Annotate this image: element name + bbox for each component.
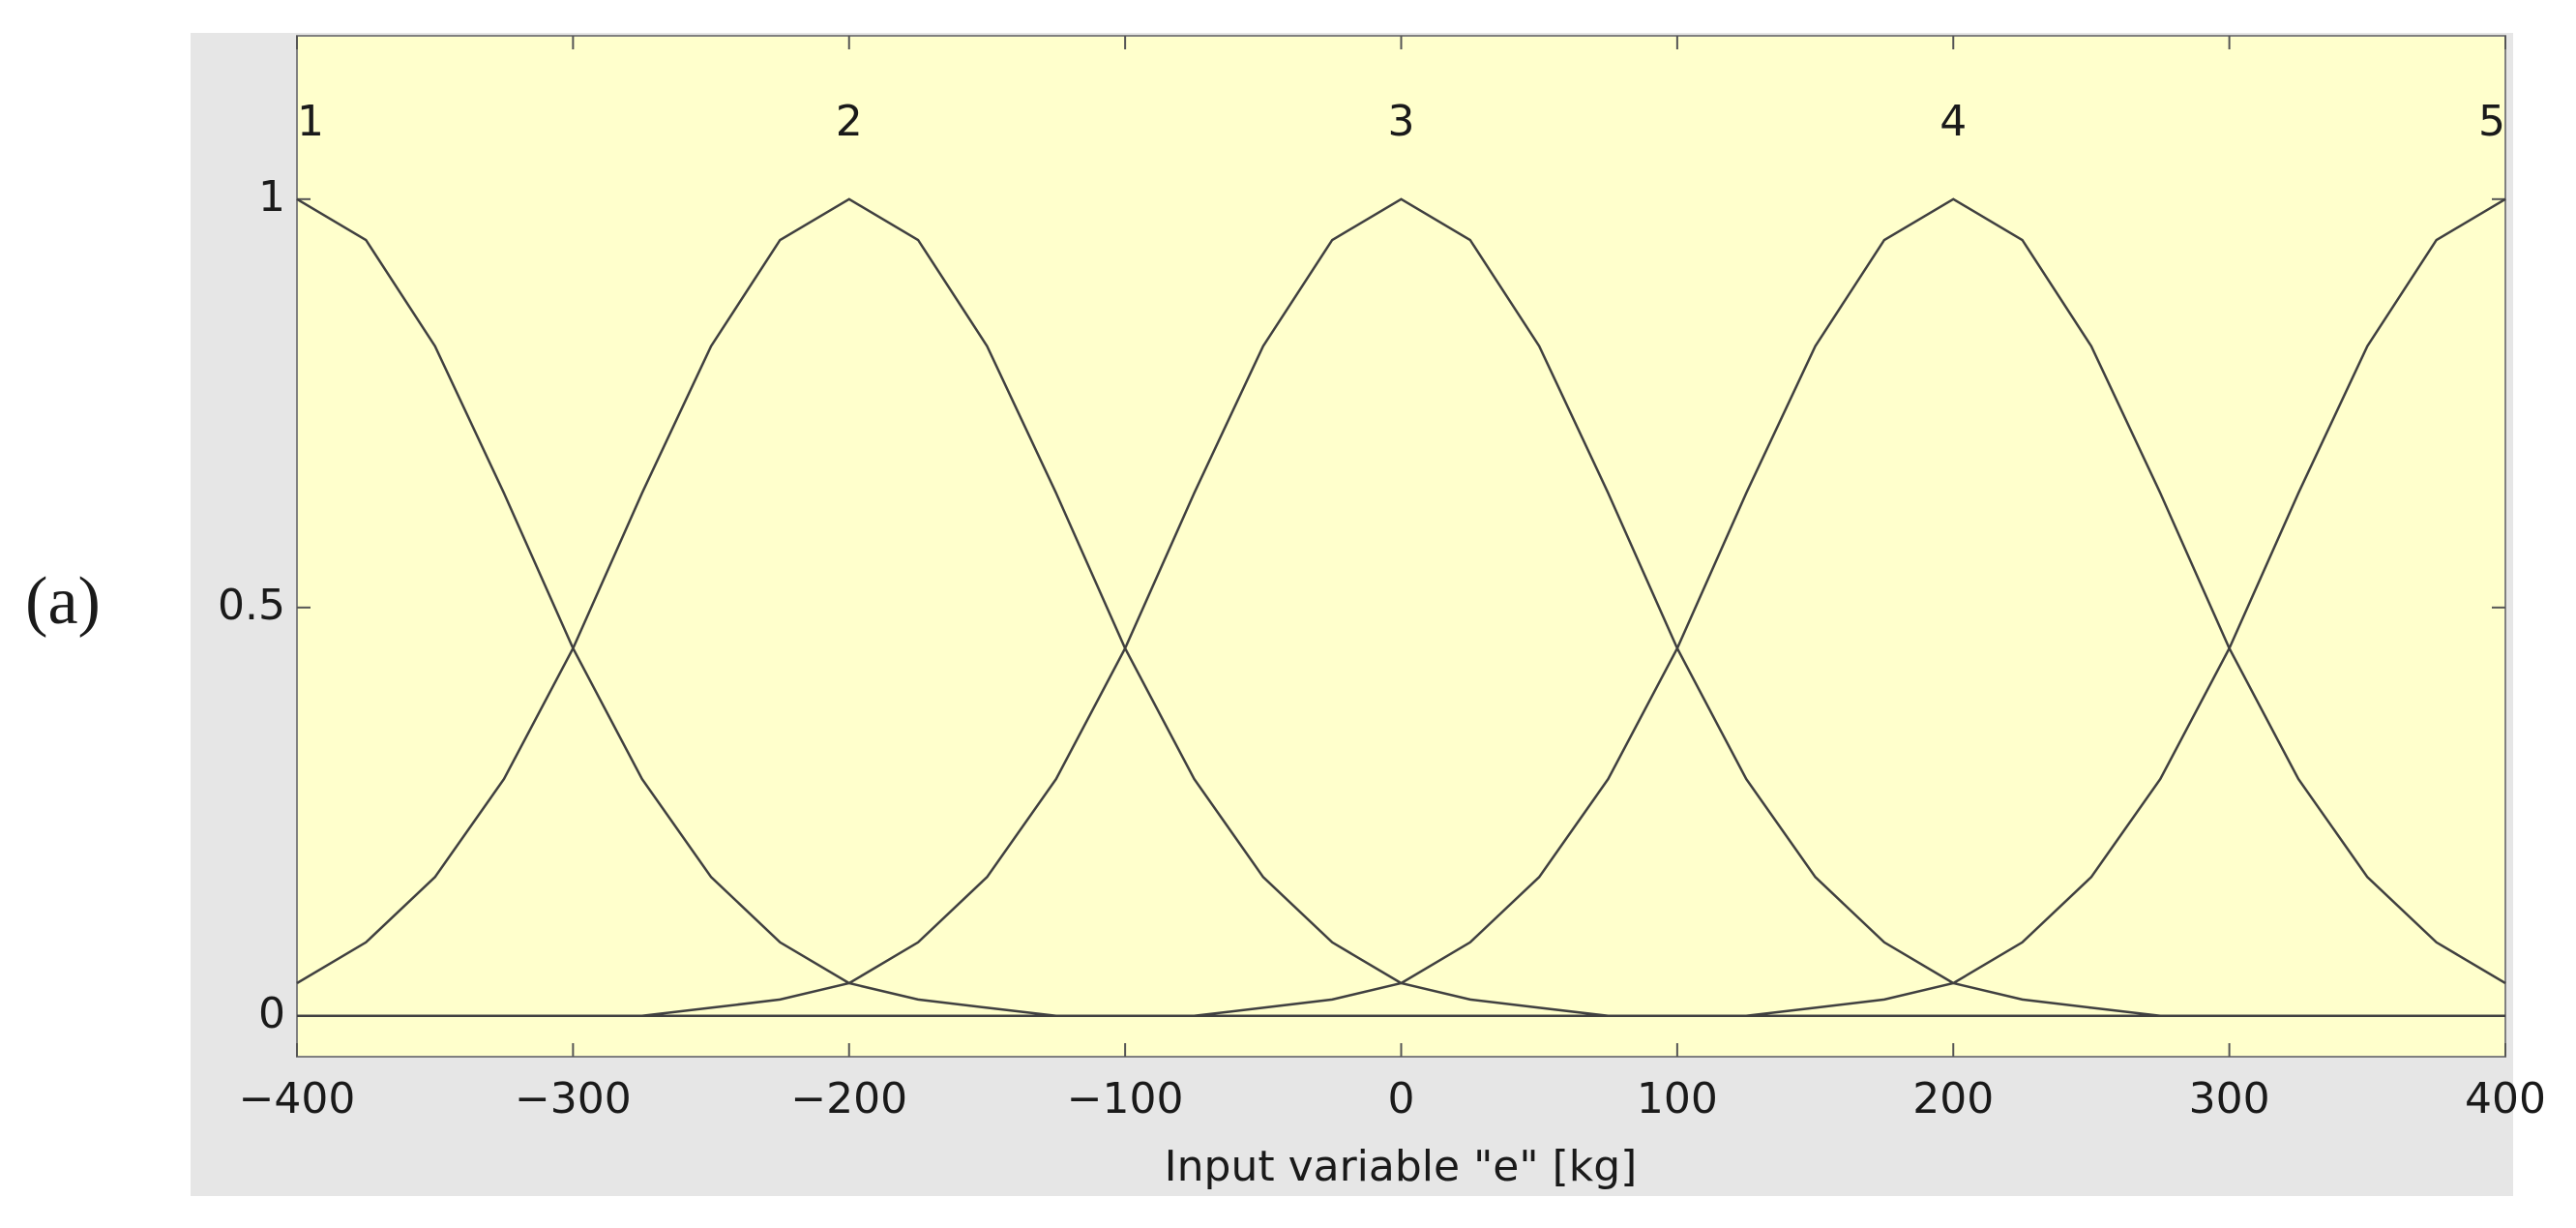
membership-curve (297, 197, 2506, 1018)
y-tick-label: 1 (258, 172, 285, 222)
x-tick-label: 0 (1388, 1074, 1415, 1123)
y-tick-label: 0 (258, 989, 285, 1038)
x-tick-label: −100 (1067, 1074, 1184, 1123)
x-tick-label: 200 (1912, 1074, 1994, 1123)
x-tick-label: 300 (2189, 1074, 2270, 1123)
x-tick-label: 100 (1637, 1074, 1718, 1123)
curve-label: 1 (297, 97, 324, 146)
plot-area (296, 35, 2506, 1058)
panel-label: (a) (25, 564, 101, 639)
curve-label: 5 (2478, 97, 2505, 146)
membership-curve (297, 197, 2505, 1018)
y-tick-label: 0.5 (218, 581, 285, 630)
curve-label: 4 (1939, 97, 1967, 146)
curve-label: 3 (1388, 97, 1415, 146)
x-axis-title: Input variable "e" [kg] (1165, 1142, 1638, 1191)
curve-label: 2 (836, 97, 863, 146)
x-tick-label: −300 (515, 1074, 632, 1123)
x-tick-label: 400 (2465, 1074, 2546, 1123)
x-tick-label: −400 (239, 1074, 356, 1123)
x-tick-label: −200 (790, 1074, 907, 1123)
